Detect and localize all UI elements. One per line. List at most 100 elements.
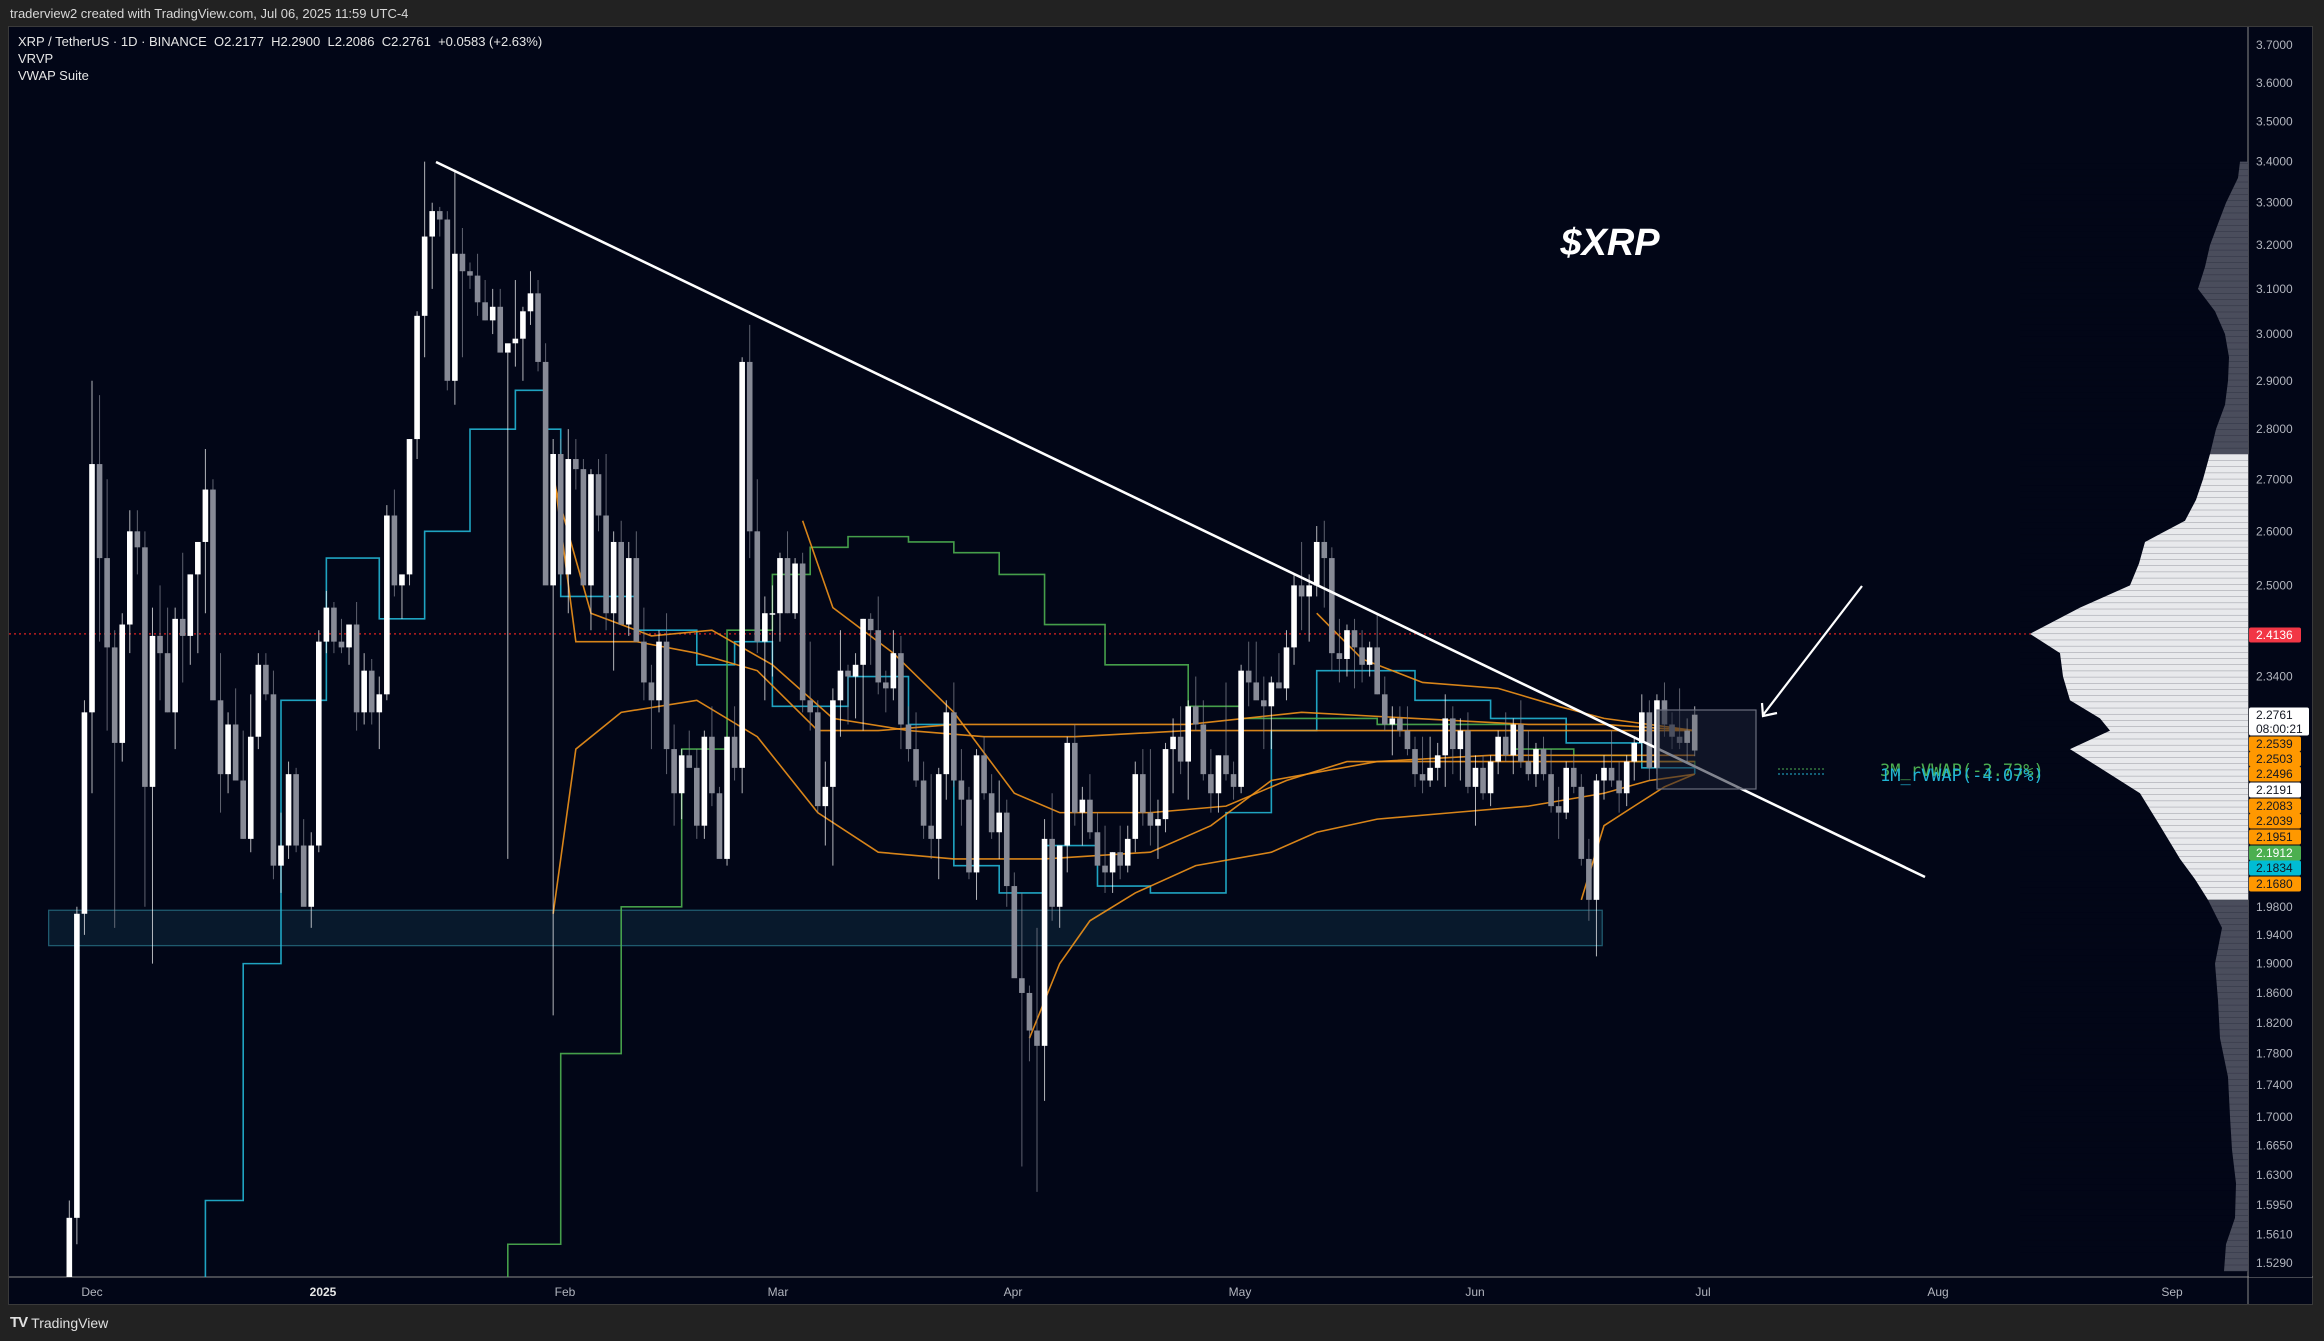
candle [769, 613, 776, 615]
candle [66, 1217, 73, 1277]
candle [913, 749, 919, 781]
price-tick-label: 1.9000 [2256, 957, 2293, 971]
volume-profile-lower [2208, 899, 2248, 1272]
candle [1457, 730, 1464, 750]
support-zone-rect[interactable] [47, 909, 1603, 947]
candle [603, 515, 609, 614]
candle [1389, 718, 1396, 725]
price-tick-label: 2.8000 [2256, 422, 2293, 436]
candle [285, 774, 292, 846]
pointer-arrow[interactable] [1762, 585, 1863, 716]
candle [595, 474, 602, 516]
countdown-label: 08:00:21 [2256, 722, 2303, 736]
candle [164, 653, 171, 713]
price-badge[interactable] [2249, 766, 2301, 782]
candle [1487, 761, 1494, 794]
chart-title-annotation[interactable]: $XRP [1559, 222, 1660, 264]
price-axis[interactable]: 3.7000 3.6000 3.5000 3.4000 3.3000 3.2000 3.10… [2249, 27, 2312, 1277]
price-badge[interactable] [2249, 627, 2301, 643]
candle [331, 607, 337, 642]
price-badge-label: 2.1951 [2256, 830, 2293, 844]
time-tick-label: Aug [1927, 1285, 1948, 1299]
candle [127, 531, 133, 625]
price-tick-label: 2.3400 [2256, 670, 2293, 684]
price-badge[interactable] [2249, 782, 2301, 798]
volume-profile-value-area [2030, 454, 2248, 900]
candle [905, 724, 912, 750]
candle [89, 464, 95, 713]
price-tick-label: 3.7000 [2256, 38, 2293, 52]
candle [883, 682, 889, 689]
candle [1192, 706, 1199, 725]
candle [988, 793, 995, 833]
candle [414, 315, 420, 440]
price-badge-label: 2.1680 [2256, 877, 2293, 891]
candle [179, 618, 186, 636]
price-tick-label: 1.9800 [2256, 900, 2293, 914]
candle [1034, 1030, 1040, 1046]
price-badge[interactable] [2249, 813, 2301, 829]
time-tick-label: 2025 [310, 1285, 337, 1299]
price-badge[interactable] [2249, 798, 2301, 814]
time-axis[interactable]: Dec 2025 Feb Mar Apr May Jun Jul Aug Sep [81, 1285, 2183, 1299]
candle [1162, 749, 1169, 820]
candle [792, 563, 798, 614]
candle [1132, 774, 1139, 839]
candle [1570, 767, 1577, 787]
candle [1639, 712, 1645, 743]
candle [1525, 761, 1532, 775]
price-badge[interactable] [2249, 845, 2301, 861]
candle [1548, 774, 1554, 807]
candle [1230, 774, 1237, 787]
candle [1177, 736, 1184, 762]
price-badge-label: 2.2503 [2256, 752, 2293, 766]
candle [134, 531, 141, 548]
price-badge-label: 2.1834 [2256, 861, 2293, 875]
price-badge[interactable] [2249, 736, 2301, 752]
price-badge[interactable] [2249, 876, 2301, 892]
candle [633, 558, 640, 642]
candle [497, 306, 504, 353]
indicator-vrvp[interactable]: VRVP [18, 51, 54, 66]
candle [255, 664, 262, 737]
candle [557, 454, 564, 575]
candle [1336, 653, 1343, 659]
candle [172, 618, 178, 713]
candle [452, 253, 458, 381]
price-tick-label: 1.6650 [2256, 1139, 2293, 1153]
candle [656, 641, 662, 701]
price-badge[interactable] [2249, 707, 2309, 736]
drawings[interactable] [435, 160, 1926, 879]
candle [709, 736, 715, 794]
candle [1593, 780, 1600, 900]
candle [1321, 541, 1328, 559]
candle [1586, 858, 1592, 900]
attribution-bar: traderview2 created with TradingView.com… [0, 0, 2324, 26]
vwap-line-avwap_1 [552, 469, 1695, 732]
candle [550, 454, 556, 586]
time-tick-label: May [1229, 1285, 1252, 1299]
price-badge[interactable] [2249, 860, 2301, 876]
support-zone[interactable] [9, 633, 2248, 947]
symbol-ohlc-line[interactable]: XRP / TetherUS · 1D · BINANCE O2.2177 H2… [18, 34, 543, 49]
price-badge-label: 2.2496 [2256, 767, 2293, 781]
candle [474, 275, 481, 303]
candle [1344, 630, 1350, 659]
vwap-line-3m_rvwap [507, 535, 1696, 1277]
candle [701, 736, 708, 826]
candle [346, 624, 352, 648]
candle [338, 641, 345, 648]
candle [512, 338, 519, 344]
indicator-vwap-suite[interactable]: VWAP Suite [18, 68, 89, 83]
price-badge[interactable] [2249, 751, 2301, 767]
candle [247, 736, 254, 839]
tradingview-logo[interactable]: TV TradingView [10, 1314, 108, 1331]
highlight-box[interactable] [1656, 709, 1757, 790]
price-tick-label: 1.6300 [2256, 1168, 2293, 1182]
candle [157, 635, 163, 654]
candle [1404, 730, 1411, 750]
candle [1434, 755, 1441, 768]
candlesticks [66, 161, 1698, 1277]
price-badge[interactable] [2249, 829, 2301, 845]
